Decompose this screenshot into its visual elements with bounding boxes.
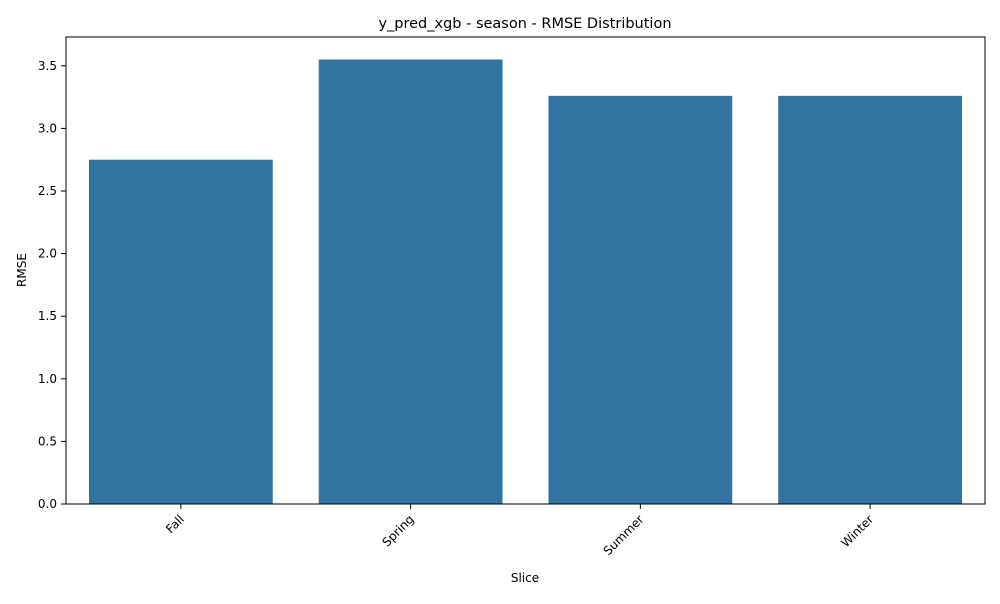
bar-summer [548,95,733,504]
bar-fall [88,159,273,504]
x-tick-label-fall: Fall [163,512,187,536]
y-tick-label: 3.5 [38,59,57,73]
plot-frame [65,36,986,505]
x-tick-label-winter: Winter [838,512,876,550]
bar-spring [318,59,503,504]
y-tick-label: 2.0 [38,247,57,261]
chart-title: y_pred_xgb - season - RMSE Distribution [378,16,671,32]
x-axis-label: Slice [511,571,539,585]
x-tick-label-summer: Summer [601,512,647,558]
y-tick-label: 2.5 [38,184,57,198]
x-axis-ticks: Fall Spring Summer Winter [163,504,876,558]
y-tick-label: 1.0 [38,372,57,386]
bars-group [88,59,963,504]
y-tick-label: 0.5 [38,434,57,448]
y-tick-label: 3.0 [38,121,57,135]
y-axis-label: RMSE [15,253,29,287]
y-axis-ticks: 0.0 0.5 1.0 1.5 2.0 2.5 3.0 3.5 [38,59,66,511]
y-tick-label: 1.5 [38,309,57,323]
x-tick-label-spring: Spring [379,512,416,549]
y-tick-label: 0.0 [38,497,57,511]
bar-winter [778,95,963,504]
